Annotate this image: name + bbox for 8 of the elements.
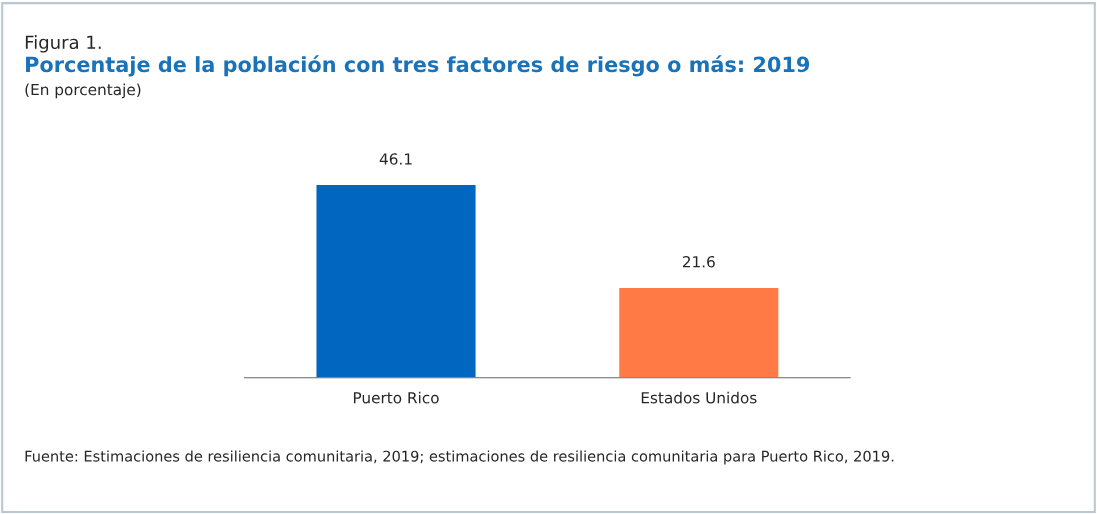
x-tick-label: Estados Unidos: [641, 391, 757, 404]
chart-title: Porcentaje de la población con tres factores de riesgo o más: 2019: [26, 55, 810, 77]
text: (En porcentaje): [25, 83, 141, 99]
data-label: 21.6: [682, 256, 715, 268]
source-note: Fuente: Estimaciones de resiliencia comunitaria, 2019; estimaciones de resiliencia comunitaria para Puerto Rico, 2019.: [25, 450, 894, 465]
x-tick-label: Puerto Rico: [353, 391, 439, 404]
data-label: 46.1: [379, 153, 412, 165]
text: Figura 1.: [25, 35, 101, 53]
